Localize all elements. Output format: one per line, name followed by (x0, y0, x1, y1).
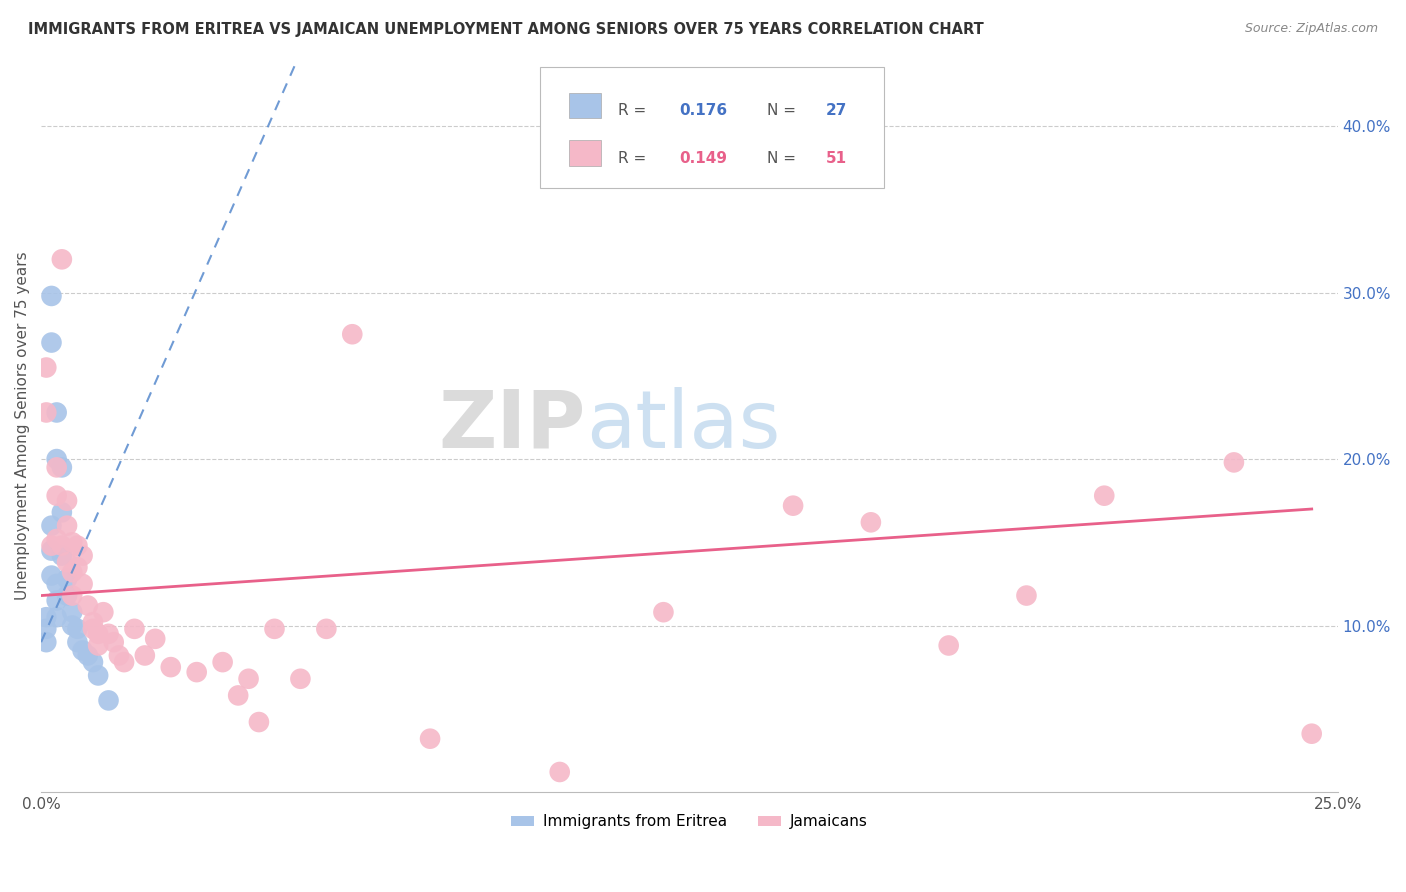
Point (342, 327, 364, 342)
Point (315, 622, 337, 636)
Point (60, 589, 83, 603)
Text: N =: N = (768, 151, 801, 166)
Text: R =: R = (619, 151, 651, 166)
Point (45, 460, 67, 475)
Text: 51: 51 (825, 151, 846, 166)
Point (60, 535, 83, 549)
Point (51, 549, 73, 563)
Point (82, 622, 104, 636)
Point (134, 648, 156, 663)
Point (97, 627, 120, 641)
Point (548, 764, 571, 779)
Point (45, 405, 67, 419)
Point (82, 615, 104, 630)
Text: Source: ZipAtlas.com: Source: ZipAtlas.com (1244, 22, 1378, 36)
Point (35, 610, 58, 624)
Point (41, 568, 63, 582)
Point (45, 577, 67, 591)
Point (859, 516, 882, 530)
Point (1301, 727, 1323, 741)
Point (72, 577, 94, 591)
Point (247, 714, 270, 729)
Text: IMMIGRANTS FROM ERITREA VS JAMAICAN UNEMPLOYMENT AMONG SENIORS OVER 75 YEARS COR: IMMIGRANTS FROM ERITREA VS JAMAICAN UNEM… (28, 22, 984, 37)
FancyBboxPatch shape (569, 93, 602, 118)
Point (211, 655, 233, 669)
Text: 0.176: 0.176 (679, 103, 727, 119)
Point (51, 460, 73, 475)
Point (45, 532, 67, 546)
Point (41, 518, 63, 533)
Point (66, 622, 89, 636)
Text: atlas: atlas (586, 387, 780, 465)
Point (76, 648, 98, 663)
Point (41, 543, 63, 558)
Text: 0.149: 0.149 (679, 151, 727, 166)
Point (87, 668, 110, 682)
Point (35, 360, 58, 375)
Point (652, 605, 675, 619)
Point (97, 693, 120, 707)
Point (87, 639, 110, 653)
Point (51, 505, 73, 519)
Point (1223, 455, 1246, 469)
Point (72, 549, 94, 563)
Point (56, 572, 79, 586)
FancyBboxPatch shape (540, 67, 884, 187)
Point (66, 560, 89, 574)
Text: N =: N = (768, 103, 801, 119)
Text: R =: R = (619, 103, 651, 119)
Point (35, 635, 58, 649)
Point (938, 639, 960, 653)
Point (72, 643, 94, 657)
Point (263, 622, 285, 636)
Point (226, 689, 249, 703)
Point (124, 622, 146, 636)
Point (143, 632, 166, 646)
Point (66, 635, 89, 649)
Point (41, 335, 63, 350)
Text: ZIP: ZIP (439, 387, 586, 465)
Point (76, 599, 98, 613)
Point (93, 605, 115, 619)
Point (56, 555, 79, 569)
Point (35, 622, 58, 636)
Point (87, 627, 110, 641)
Point (56, 589, 79, 603)
Point (51, 252, 73, 267)
Point (103, 635, 125, 649)
Point (35, 405, 58, 419)
Point (45, 610, 67, 624)
Point (60, 566, 83, 580)
Point (1092, 489, 1115, 503)
Point (159, 660, 181, 674)
Point (66, 539, 89, 553)
Point (51, 539, 73, 553)
Point (186, 665, 208, 679)
Point (56, 518, 79, 533)
Y-axis label: Unemployment Among Seniors over 75 years: Unemployment Among Seniors over 75 years (15, 252, 30, 600)
Point (56, 493, 79, 508)
Point (45, 593, 67, 607)
Point (112, 655, 135, 669)
Point (238, 672, 260, 686)
Point (45, 489, 67, 503)
Legend: Immigrants from Eritrea, Jamaicans: Immigrants from Eritrea, Jamaicans (505, 808, 875, 836)
Point (60, 618, 83, 632)
Text: 27: 27 (825, 103, 846, 119)
Point (419, 731, 441, 746)
Point (41, 289, 63, 303)
Point (108, 648, 131, 663)
Point (60, 605, 83, 619)
Point (82, 655, 104, 669)
Point (782, 499, 804, 513)
Point (1015, 589, 1038, 603)
Point (290, 672, 312, 686)
Point (45, 452, 67, 467)
FancyBboxPatch shape (569, 140, 602, 166)
Point (41, 539, 63, 553)
